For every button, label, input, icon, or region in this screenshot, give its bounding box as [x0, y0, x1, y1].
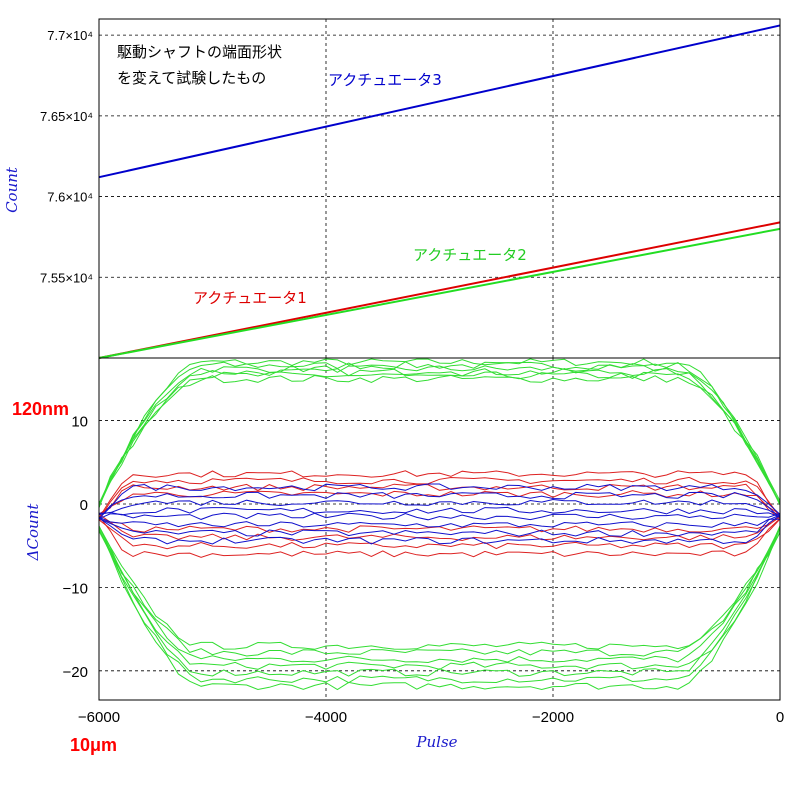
bottom-loop-trace	[98, 514, 781, 538]
top-series-line	[98, 227, 781, 359]
bottom-loop-trace	[98, 476, 781, 521]
bottom-loop-trace	[98, 512, 781, 521]
top-series-line	[98, 24, 781, 179]
bottom-panel: 10 0 −10 −20 −6000 −4000 −2000 0 ΔCount Pulse	[24, 358, 784, 751]
bottom-loop-trace	[98, 364, 781, 508]
bottom-loop-trace	[98, 371, 781, 506]
bottom-loop-trace	[98, 470, 781, 519]
top-y-axis-label: Count	[3, 166, 21, 213]
x-tick: 0	[776, 709, 784, 726]
top-y-tick-labels: 7.7×10⁴ 7.65×10⁴ 7.6×10⁴ 7.55×10⁴	[40, 28, 93, 285]
top-y-tick: 7.55×10⁴	[40, 270, 93, 285]
bottom-loop-trace	[98, 515, 781, 542]
bottom-y-tick: 10	[71, 414, 88, 431]
annotation-line-1: 駆動シャフトの端面形状	[117, 43, 282, 61]
bottom-loop-trace	[98, 483, 781, 519]
top-plot-area	[99, 19, 780, 358]
bottom-loop-trace	[98, 527, 781, 691]
bottom-loop-trace	[98, 527, 781, 670]
bottom-loop-trace	[98, 483, 781, 515]
label-actuator-3: アクチュエータ3	[328, 71, 442, 89]
top-y-tick: 7.7×10⁴	[47, 28, 93, 43]
x-tick: −6000	[78, 709, 120, 726]
top-panel: 7.7×10⁴ 7.65×10⁴ 7.6×10⁴ 7.55×10⁴ Count 駆動シ…	[3, 19, 781, 359]
bottom-loop-trace	[98, 518, 781, 550]
bottom-y-tick-labels: 10 0 −10 −20	[63, 414, 88, 681]
bottom-y-tick: 0	[80, 497, 88, 514]
label-actuator-2: アクチュエータ2	[413, 246, 527, 264]
bottom-loop-trace	[98, 491, 781, 520]
bottom-loop-trace	[98, 374, 781, 507]
bottom-loop-trace	[98, 528, 781, 664]
bottom-loop-trace	[98, 358, 781, 508]
top-y-tick: 7.6×10⁴	[47, 190, 93, 205]
bottom-loop-trace	[98, 361, 781, 504]
label-actuator-1: アクチュエータ1	[193, 289, 307, 307]
bottom-y-tick: −10	[63, 580, 88, 597]
y-scale-marker: 120nm	[12, 399, 69, 419]
bottom-loop-trace	[98, 516, 780, 528]
bottom-loop-trace	[98, 515, 781, 558]
x-tick: −2000	[532, 709, 574, 726]
top-series-line	[98, 221, 781, 359]
top-series-layer	[98, 24, 781, 359]
x-tick: −4000	[305, 709, 347, 726]
annotation-line-2: を変えて試験したもの	[117, 69, 266, 87]
bottom-series-layer	[98, 358, 781, 691]
bottom-loop-trace	[98, 514, 781, 545]
bottom-loop-trace	[98, 525, 781, 684]
bottom-loop-trace	[98, 526, 781, 657]
bottom-loop-trace	[98, 506, 781, 518]
bottom-y-tick: −20	[63, 664, 88, 681]
plot-frame	[98, 18, 781, 701]
x-scale-marker: 10μm	[70, 735, 117, 755]
top-y-tick: 7.65×10⁴	[40, 109, 93, 124]
x-tick-labels: −6000 −4000 −2000 0	[78, 709, 784, 726]
bottom-loop-trace	[98, 367, 781, 505]
bottom-loop-trace	[98, 498, 781, 516]
x-axis-label: Pulse	[415, 733, 457, 751]
bottom-loop-trace	[98, 526, 781, 650]
bottom-y-axis-label: ΔCount	[24, 503, 42, 562]
bottom-loop-trace	[98, 525, 781, 677]
